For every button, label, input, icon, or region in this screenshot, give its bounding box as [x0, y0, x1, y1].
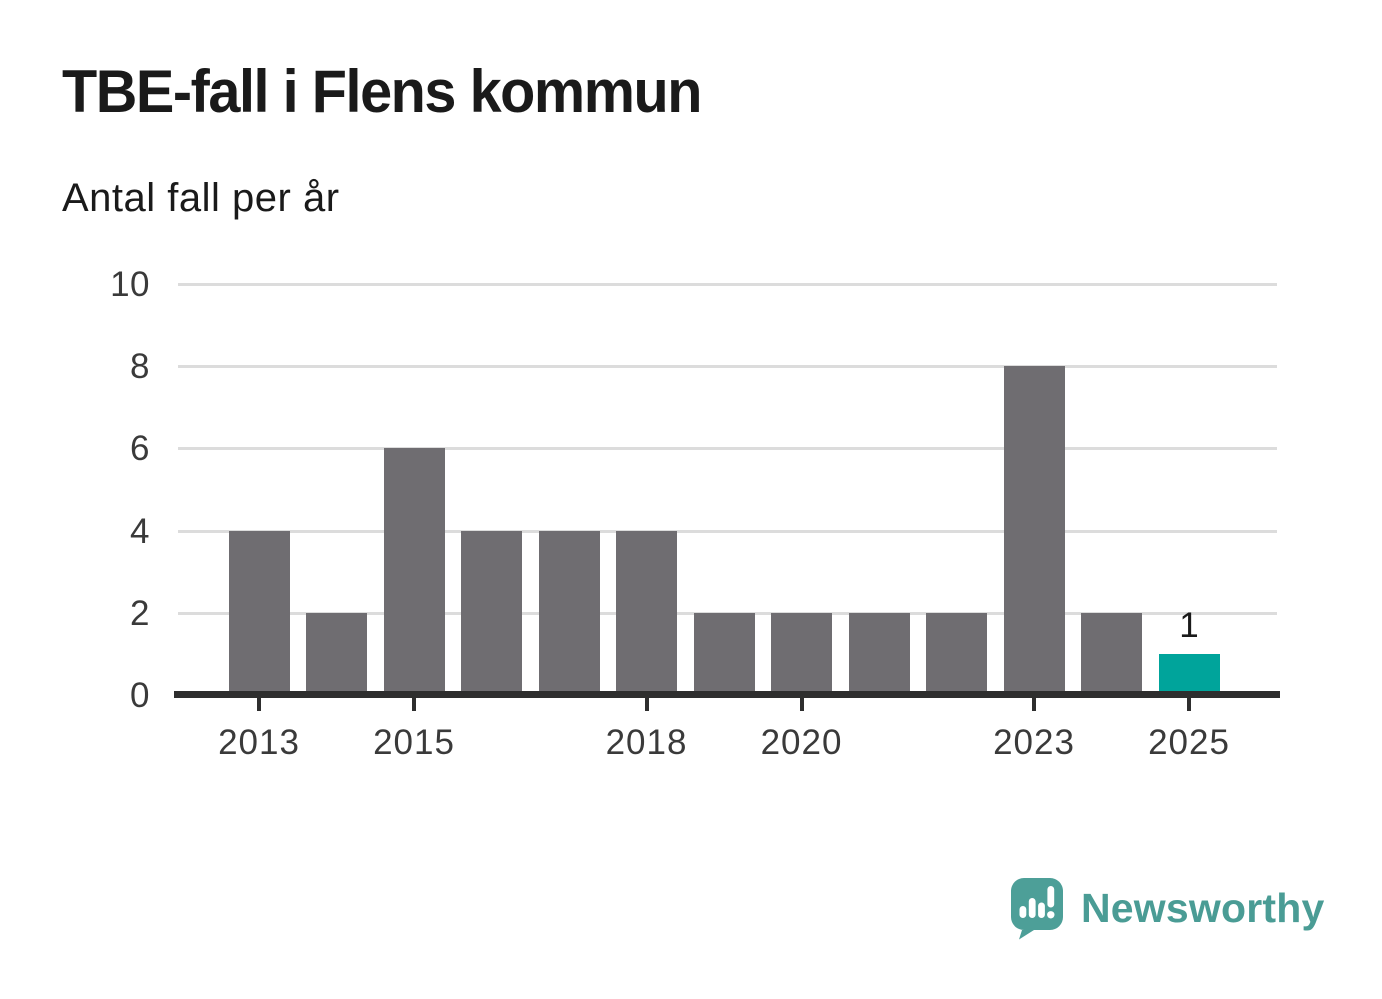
y-axis-label-4: 4	[130, 511, 150, 551]
gridline-y-6	[178, 447, 1277, 451]
y-axis-label-6: 6	[130, 429, 150, 469]
bar-2020	[771, 612, 832, 695]
x-axis-label-2015: 2015	[373, 723, 455, 762]
bar-2019	[693, 612, 755, 695]
bar-2021	[848, 612, 910, 695]
x-axis-label-2013: 2013	[218, 723, 300, 762]
x-axis-label-2018: 2018	[605, 723, 688, 762]
bar-2024	[1081, 612, 1142, 695]
newsworthy-bubble-chart-icon	[1011, 878, 1063, 940]
x-axis-tick-2023	[1032, 698, 1036, 711]
chart-subtitle: Antal fall per år	[62, 176, 340, 220]
x-axis-label-2025: 2025	[1148, 723, 1230, 762]
gridline-y-8	[178, 365, 1277, 369]
x-axis-label-2023: 2023	[993, 723, 1075, 762]
bar-2014	[306, 612, 367, 695]
bar-2023	[1003, 366, 1065, 695]
bar-2017	[538, 530, 600, 695]
x-axis-tick-2025	[1187, 698, 1191, 711]
bar-value-label-2025: 1	[1179, 605, 1199, 645]
bar-2013	[228, 530, 290, 695]
x-axis-line	[174, 691, 1280, 698]
chart-title: TBE-fall i Flens kommun	[62, 58, 702, 125]
newsworthy-logo: Newsworthy	[1008, 876, 1325, 940]
y-axis-label-8: 8	[130, 347, 150, 387]
bar-2022	[926, 612, 987, 695]
y-axis-label-2: 2	[130, 593, 150, 633]
x-axis-tick-2020	[799, 698, 804, 711]
gridline-y-4	[178, 529, 1277, 533]
bar-2025	[1158, 653, 1220, 695]
x-axis-tick-2013	[257, 698, 261, 711]
x-axis-label-2020: 2020	[760, 723, 843, 762]
bar-2018	[616, 530, 677, 695]
bar-2015	[383, 448, 445, 695]
bar-2016	[461, 530, 522, 695]
y-axis-label-10: 10	[110, 265, 150, 304]
newsworthy-logo-text: Newsworthy	[1081, 884, 1325, 931]
x-axis-tick-2018	[644, 698, 649, 711]
x-axis-tick-2015	[412, 698, 416, 711]
gridline-y-10	[178, 283, 1277, 286]
y-axis-label-0: 0	[130, 676, 150, 715]
